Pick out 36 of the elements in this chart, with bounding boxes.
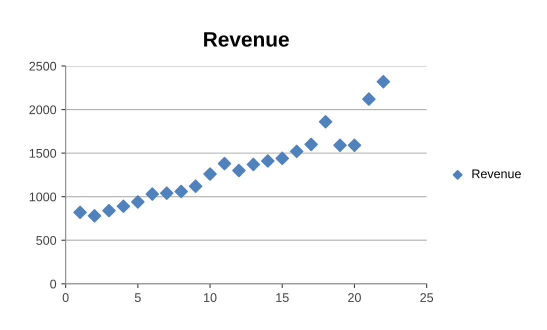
x-tick-label: 0 (62, 293, 69, 302)
point (73, 206, 87, 220)
point (246, 158, 260, 172)
point (174, 184, 188, 198)
point (333, 138, 347, 152)
x-tick-label: 15 (276, 293, 289, 302)
point (146, 187, 160, 201)
point (232, 164, 246, 178)
x-tick-label: 25 (420, 293, 434, 302)
point (261, 154, 275, 168)
y-tick-label: 1500 (30, 148, 56, 158)
point (304, 138, 318, 152)
point (102, 204, 116, 218)
y-tick-label: 500 (36, 236, 56, 245)
y-tick-label: 1000 (30, 192, 56, 202)
point (116, 200, 130, 214)
point (348, 138, 362, 152)
chart-title: Revenue (204, 32, 289, 47)
x-tick-label: 20 (348, 293, 361, 302)
y-tick-label: 0 (50, 280, 56, 288)
point (88, 209, 102, 223)
x-tick-label: 10 (204, 293, 217, 302)
point (203, 167, 217, 181)
point (218, 156, 232, 170)
point (160, 186, 174, 200)
point (318, 115, 332, 129)
point (362, 92, 376, 106)
point (276, 152, 289, 166)
point (290, 144, 304, 158)
point (188, 179, 202, 193)
legend-label: Revenue (472, 170, 521, 178)
x-tick-label: 5 (134, 293, 141, 302)
y-tick-label: 2000 (29, 105, 56, 114)
point (376, 74, 390, 88)
point (131, 195, 145, 209)
y-tick-label: 2500 (29, 62, 56, 71)
